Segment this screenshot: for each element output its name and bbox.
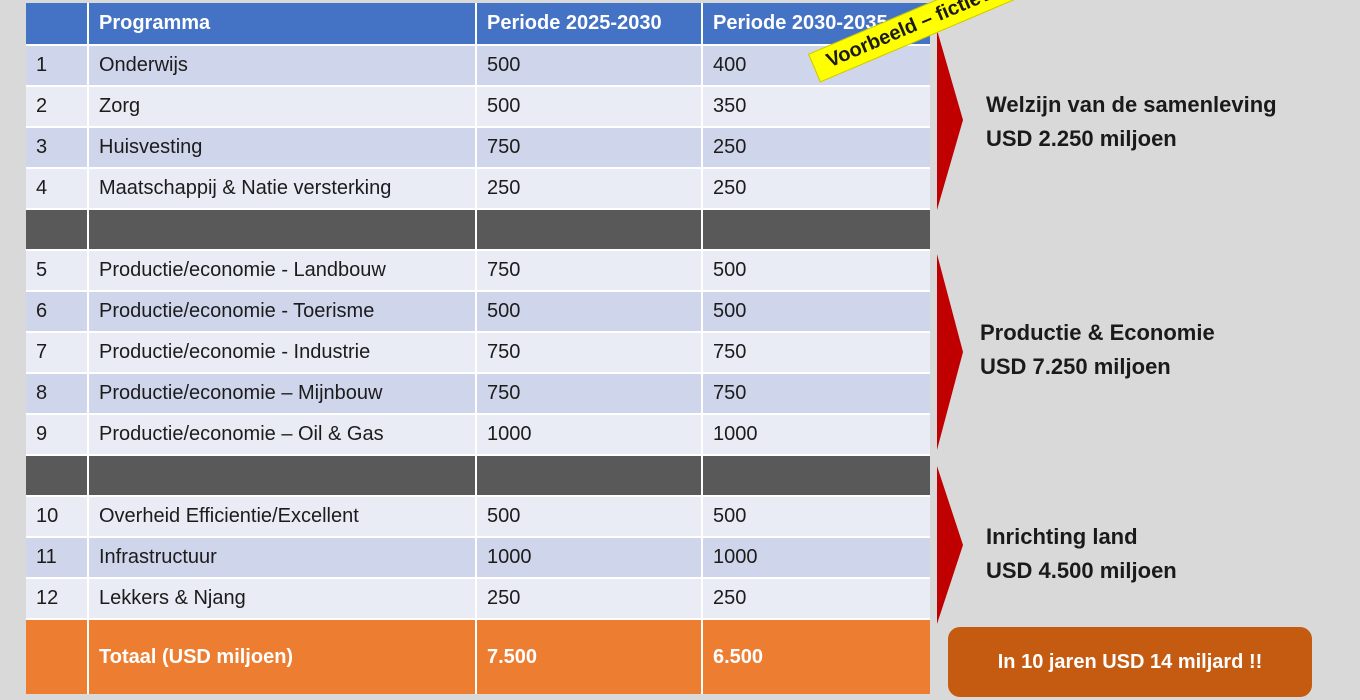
- table-row: 10 Overheid Efficientie/Excellent 500 50…: [26, 497, 930, 538]
- row-periode-2: 500: [703, 251, 930, 292]
- group-label-inrichting: Inrichting land USD 4.500 miljoen: [986, 520, 1177, 588]
- row-periode-1: 500: [477, 87, 703, 128]
- summary-callout: In 10 jaren USD 14 miljard !!: [948, 627, 1312, 697]
- table-row: 12 Lekkers & Njang 250 250: [26, 579, 930, 620]
- group-label-welzijn: Welzijn van de samenleving USD 2.250 mil…: [986, 88, 1277, 156]
- row-programma: Productie/economie - Toerisme: [89, 292, 477, 333]
- row-programma: Productie/economie – Oil & Gas: [89, 415, 477, 456]
- row-number: 5: [26, 251, 89, 292]
- row-programma: Productie/economie - Industrie: [89, 333, 477, 374]
- separator-row: [26, 456, 930, 497]
- separator-cell: [703, 210, 930, 251]
- row-programma: Infrastructuur: [89, 538, 477, 579]
- table-row: 2 Zorg 500 350: [26, 87, 930, 128]
- table-row: 7 Productie/economie - Industrie 750 750: [26, 333, 930, 374]
- row-number: 11: [26, 538, 89, 579]
- row-periode-1: 750: [477, 251, 703, 292]
- table-row: 9 Productie/economie – Oil & Gas 1000 10…: [26, 415, 930, 456]
- row-programma: Productie/economie - Landbouw: [89, 251, 477, 292]
- separator-cell: [703, 456, 930, 497]
- group-label-productie: Productie & Economie USD 7.250 miljoen: [980, 316, 1215, 384]
- header-programma: Programma: [89, 3, 477, 46]
- table-header-row: Programma Periode 2025-2030 Periode 2030…: [26, 3, 930, 46]
- row-programma: Huisvesting: [89, 128, 477, 169]
- group-title: Welzijn van de samenleving: [986, 92, 1277, 117]
- row-programma: Onderwijs: [89, 46, 477, 87]
- row-periode-1: 1000: [477, 415, 703, 456]
- separator-cell: [26, 456, 89, 497]
- table-row: 8 Productie/economie – Mijnbouw 750 750: [26, 374, 930, 415]
- total-periode-1: 7.500: [477, 620, 703, 694]
- row-periode-1: 500: [477, 292, 703, 333]
- separator-cell: [477, 456, 703, 497]
- row-periode-2: 1000: [703, 415, 930, 456]
- row-periode-2: 750: [703, 374, 930, 415]
- group-title: Inrichting land: [986, 524, 1138, 549]
- row-number: 10: [26, 497, 89, 538]
- header-periode-2025-2030: Periode 2025-2030: [477, 3, 703, 46]
- total-label: Totaal (USD miljoen): [89, 620, 477, 694]
- row-periode-1: 250: [477, 169, 703, 210]
- group-amount: USD 7.250 miljoen: [980, 354, 1171, 379]
- total-periode-2: 6.500: [703, 620, 930, 694]
- table-row: 4 Maatschappij & Natie versterking 250 2…: [26, 169, 930, 210]
- row-periode-2: 250: [703, 169, 930, 210]
- row-periode-1: 750: [477, 374, 703, 415]
- budget-table: Programma Periode 2025-2030 Periode 2030…: [26, 3, 930, 694]
- row-number: 7: [26, 333, 89, 374]
- row-periode-2: 500: [703, 497, 930, 538]
- group-arrow-inrichting: [935, 466, 965, 624]
- group-arrow-welzijn: [935, 30, 965, 210]
- row-programma: Overheid Efficientie/Excellent: [89, 497, 477, 538]
- row-programma: Productie/economie – Mijnbouw: [89, 374, 477, 415]
- row-periode-1: 750: [477, 128, 703, 169]
- row-number: 2: [26, 87, 89, 128]
- row-periode-2: 350: [703, 87, 930, 128]
- table-row: 3 Huisvesting 750 250: [26, 128, 930, 169]
- budget-table-container: Programma Periode 2025-2030 Periode 2030…: [26, 3, 930, 694]
- row-number: 1: [26, 46, 89, 87]
- total-number: [26, 620, 89, 694]
- total-row: Totaal (USD miljoen) 7.500 6.500: [26, 620, 930, 694]
- row-periode-2: 250: [703, 579, 930, 620]
- row-periode-2: 250: [703, 128, 930, 169]
- table-row: 6 Productie/economie - Toerisme 500 500: [26, 292, 930, 333]
- row-periode-1: 750: [477, 333, 703, 374]
- row-periode-1: 500: [477, 46, 703, 87]
- separator-cell: [89, 456, 477, 497]
- group-arrow-productie: [935, 254, 965, 450]
- row-periode-2: 500: [703, 292, 930, 333]
- table-row: 5 Productie/economie - Landbouw 750 500: [26, 251, 930, 292]
- row-number: 12: [26, 579, 89, 620]
- table-row: 11 Infrastructuur 1000 1000: [26, 538, 930, 579]
- row-number: 6: [26, 292, 89, 333]
- row-number: 9: [26, 415, 89, 456]
- group-amount: USD 4.500 miljoen: [986, 558, 1177, 583]
- row-periode-1: 1000: [477, 538, 703, 579]
- separator-cell: [477, 210, 703, 251]
- row-periode-1: 250: [477, 579, 703, 620]
- row-number: 4: [26, 169, 89, 210]
- group-amount: USD 2.250 miljoen: [986, 126, 1177, 151]
- separator-row: [26, 210, 930, 251]
- row-number: 8: [26, 374, 89, 415]
- row-number: 3: [26, 128, 89, 169]
- row-programma: Maatschappij & Natie versterking: [89, 169, 477, 210]
- row-periode-2: 1000: [703, 538, 930, 579]
- row-programma: Zorg: [89, 87, 477, 128]
- table-row: 1 Onderwijs 500 400: [26, 46, 930, 87]
- header-number: [26, 3, 89, 46]
- row-periode-1: 500: [477, 497, 703, 538]
- row-programma: Lekkers & Njang: [89, 579, 477, 620]
- row-periode-2: 750: [703, 333, 930, 374]
- separator-cell: [89, 210, 477, 251]
- group-title: Productie & Economie: [980, 320, 1215, 345]
- separator-cell: [26, 210, 89, 251]
